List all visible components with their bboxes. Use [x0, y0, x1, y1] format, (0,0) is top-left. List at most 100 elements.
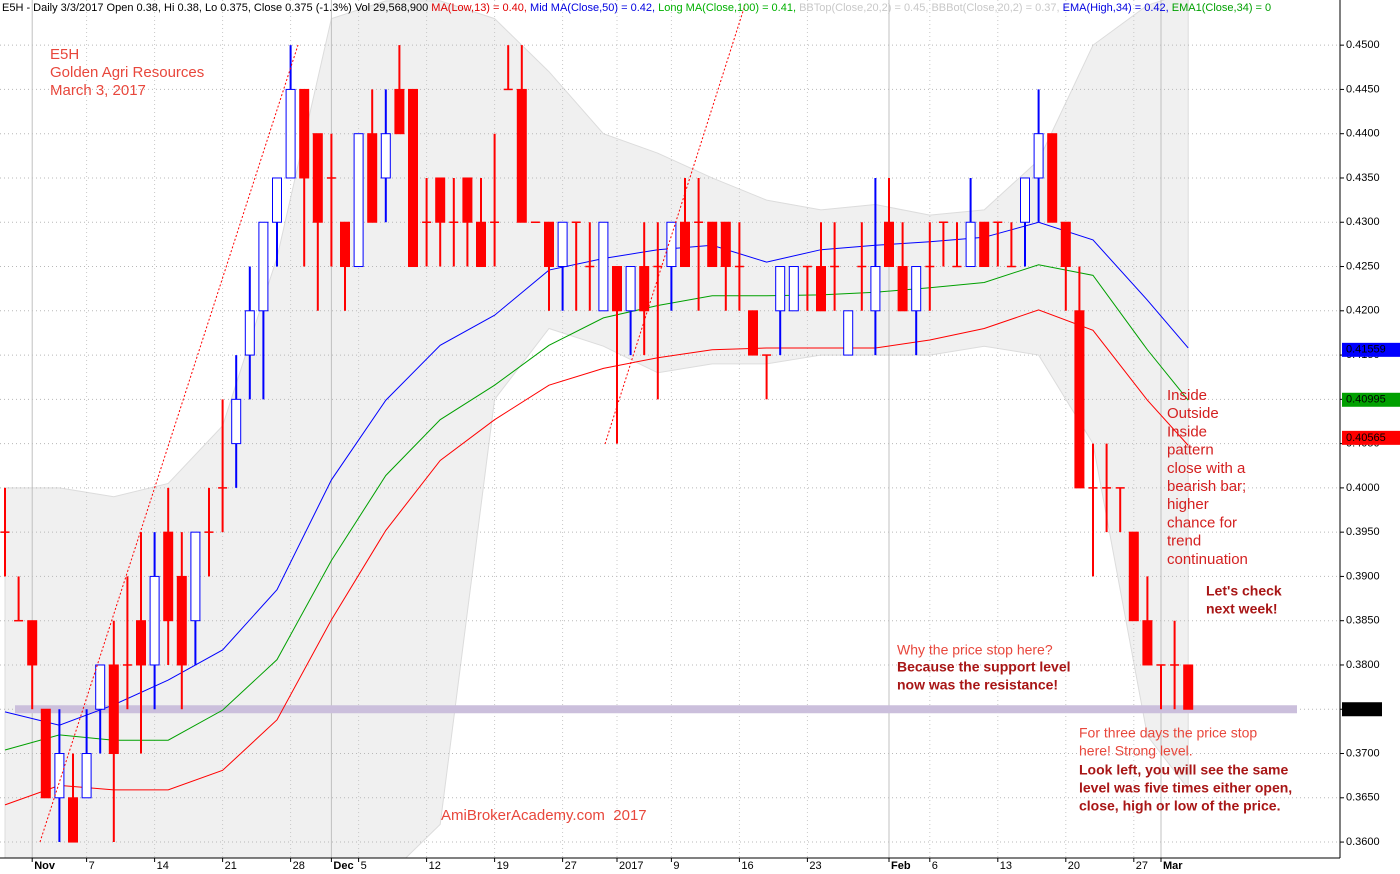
y-tick-label: 0.3800 — [1346, 659, 1380, 671]
candle-body — [149, 575, 160, 666]
candle-body — [40, 708, 51, 799]
x-tick-label: 14 — [157, 860, 169, 872]
candle-body — [612, 266, 622, 312]
annotation: pattern — [1167, 442, 1214, 459]
x-tick-label: 27 — [1136, 860, 1148, 872]
header-segment: EMA1(Close,34) = 0 — [1172, 2, 1271, 14]
x-tick-label: 28 — [293, 860, 305, 872]
candle-body — [720, 221, 731, 268]
y-tick-label: 0.4250 — [1346, 260, 1380, 272]
x-tick-label: Nov — [34, 860, 56, 872]
annotation: close with a — [1167, 460, 1246, 477]
candle-body — [476, 221, 486, 268]
y-tick-label: 0.4000 — [1346, 482, 1380, 494]
x-tick-label: 20 — [1068, 860, 1080, 872]
value-label: 0.40995 — [1346, 394, 1386, 406]
candle-body — [639, 266, 650, 312]
candle-body — [816, 266, 826, 312]
value-label: 0.41559 — [1346, 344, 1386, 356]
candle-body — [843, 310, 854, 356]
candle-body — [1074, 310, 1085, 489]
y-tick-label: 0.4350 — [1346, 172, 1380, 184]
header-segment: Long MA(Close,100) = 0.41, — [658, 2, 799, 14]
value-label-box — [1342, 702, 1382, 717]
candle-body — [1047, 133, 1058, 223]
candle-body — [557, 221, 568, 268]
header-segment: Mid MA(Close,50) = 0.42, — [530, 2, 658, 14]
annotation: level was five times either open, — [1079, 780, 1292, 796]
x-tick-label: 5 — [361, 860, 367, 872]
candle-body — [299, 88, 310, 179]
candle-body — [598, 221, 609, 312]
y-tick-label: 0.3950 — [1346, 526, 1380, 538]
candle-body — [625, 266, 636, 312]
annotation: Because the support level — [897, 659, 1071, 675]
band-layer — [4, 0, 1189, 858]
annotation: Outside — [1167, 405, 1219, 422]
candle-body — [1033, 133, 1044, 179]
candle-body — [775, 266, 786, 312]
x-tick-label: Feb — [891, 860, 911, 872]
candle-body — [108, 664, 119, 755]
candle-body — [666, 221, 677, 268]
x-tick-label: Dec — [333, 860, 353, 872]
candle-body — [95, 664, 106, 710]
x-tick-label: 16 — [741, 860, 753, 872]
annotation: Golden Agri Resources — [50, 64, 204, 81]
candle-body — [870, 266, 881, 312]
value-label-box — [1342, 392, 1400, 407]
x-tick-label: 7 — [89, 860, 95, 872]
annotation: continuation — [1167, 551, 1248, 568]
annotation: For three days the price stop — [1079, 725, 1257, 741]
candle-body — [516, 88, 527, 223]
x-tick-label: 12 — [429, 860, 441, 872]
candle-body — [272, 177, 282, 223]
trendline — [604, 4, 746, 445]
candle-body — [462, 177, 473, 223]
x-tick-label: 23 — [809, 860, 821, 872]
annotation: Inside — [1167, 423, 1207, 440]
candle-body — [367, 133, 378, 223]
indicator-line — [4, 309, 1189, 806]
candle-body — [54, 753, 65, 799]
candle-body — [911, 266, 922, 312]
y-tick-label: 0.4200 — [1346, 305, 1380, 317]
x-tick-label: Mar — [1163, 860, 1183, 872]
annotation: next week! — [1206, 601, 1278, 617]
candle-body — [258, 221, 269, 312]
candle-body — [1142, 620, 1153, 666]
annotation: now was the resistance! — [897, 677, 1058, 693]
header-segment: BBBot(Close,20,2) = 0.37, — [931, 2, 1062, 14]
candle-body — [884, 221, 894, 268]
y-tick-label: 0.4400 — [1346, 128, 1380, 140]
candle-layer — [0, 45, 1194, 843]
candle-body — [748, 310, 758, 356]
indicator-line — [4, 264, 1189, 751]
annotation: close, high or low of the price. — [1079, 798, 1280, 814]
header-segment: BBTop(Close,20,2) = 0.45, — [799, 2, 931, 14]
annotation: bearish bar; — [1167, 478, 1246, 495]
candle-body — [544, 221, 554, 268]
annotation: Look left, you will see the same — [1079, 762, 1288, 778]
header: E5H - Daily 3/3/2017 Open 0.38, Hi 0.38,… — [2, 2, 1271, 14]
x-tick-label: 27 — [565, 860, 577, 872]
y-tick-label: 0.3850 — [1346, 615, 1380, 627]
candle-body — [68, 797, 78, 843]
header-segment: MA(Low,13) = 0.40, — [431, 2, 530, 14]
candle-body — [136, 620, 146, 666]
value-label: 0.40565 — [1346, 432, 1386, 444]
candle-body — [979, 221, 990, 268]
candle-body — [190, 531, 201, 622]
y-tick-label: 0.3650 — [1346, 792, 1380, 804]
candle-body — [340, 221, 350, 268]
annotation: trend — [1167, 533, 1201, 550]
candle-body — [244, 310, 255, 356]
candle-body — [788, 266, 799, 312]
candle-body — [380, 133, 391, 179]
x-tick-label: 21 — [225, 860, 237, 872]
candle-body — [1128, 531, 1139, 622]
x-tick-label: 9 — [673, 860, 679, 872]
y-tick-label: 0.4500 — [1346, 39, 1380, 51]
